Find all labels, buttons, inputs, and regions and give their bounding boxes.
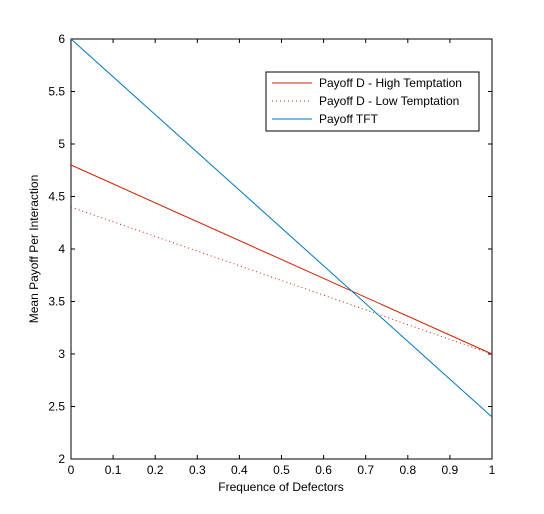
y-tick-label: 3 — [58, 347, 65, 361]
y-tick-label: 3.5 — [48, 295, 65, 309]
x-tick-label: 0.8 — [399, 463, 416, 477]
y-tick-label: 6 — [58, 32, 65, 46]
y-tick-label: 4 — [58, 242, 65, 256]
x-tick-label: 0.2 — [147, 463, 164, 477]
series-line-1 — [70, 164, 493, 355]
x-tick-label: 1 — [489, 463, 496, 477]
x-tick-label: 0 — [68, 463, 75, 477]
legend-box — [265, 71, 480, 132]
series-line-3 — [70, 38, 493, 418]
x-axis-label: Frequence of Defectors — [218, 480, 343, 494]
y-axis-ticks: 2 2.5 3 3.5 4 4.5 5 5.5 6 — [48, 32, 492, 466]
series-lines — [70, 38, 493, 418]
y-tick-label: 2 — [58, 452, 65, 466]
y-axis-label: Mean Payoff Per Interaction — [27, 175, 41, 324]
legend-label-3: Payoff TFT — [319, 112, 379, 126]
y-tick-label: 2.5 — [48, 400, 65, 414]
legend-items: Payoff D - High Temptation Payoff D - Low… — [272, 76, 462, 126]
legend-label-1: Payoff D - High Temptation — [319, 76, 462, 90]
legend: Payoff D - High Temptation Payoff D - Low… — [265, 71, 480, 132]
y-tick-label: 4.5 — [48, 190, 65, 204]
x-tick-label: 0.1 — [105, 463, 122, 477]
x-tick-label: 0.5 — [273, 463, 290, 477]
legend-label-2: Payoff D - Low Temptation — [319, 94, 459, 108]
x-tick-label: 0.6 — [315, 463, 332, 477]
y-tick-label: 5 — [58, 137, 65, 151]
x-tick-label: 0.9 — [442, 463, 459, 477]
x-tick-label: 0.4 — [231, 463, 248, 477]
x-tick-label: 0.3 — [189, 463, 206, 477]
x-tick-label: 0.7 — [357, 463, 374, 477]
y-tick-label: 5.5 — [48, 85, 65, 99]
x-axis-ticks: 0 0.1 0.2 0.3 0.4 0.5 0.6 0.7 0.8 0.9 1 — [68, 39, 496, 477]
